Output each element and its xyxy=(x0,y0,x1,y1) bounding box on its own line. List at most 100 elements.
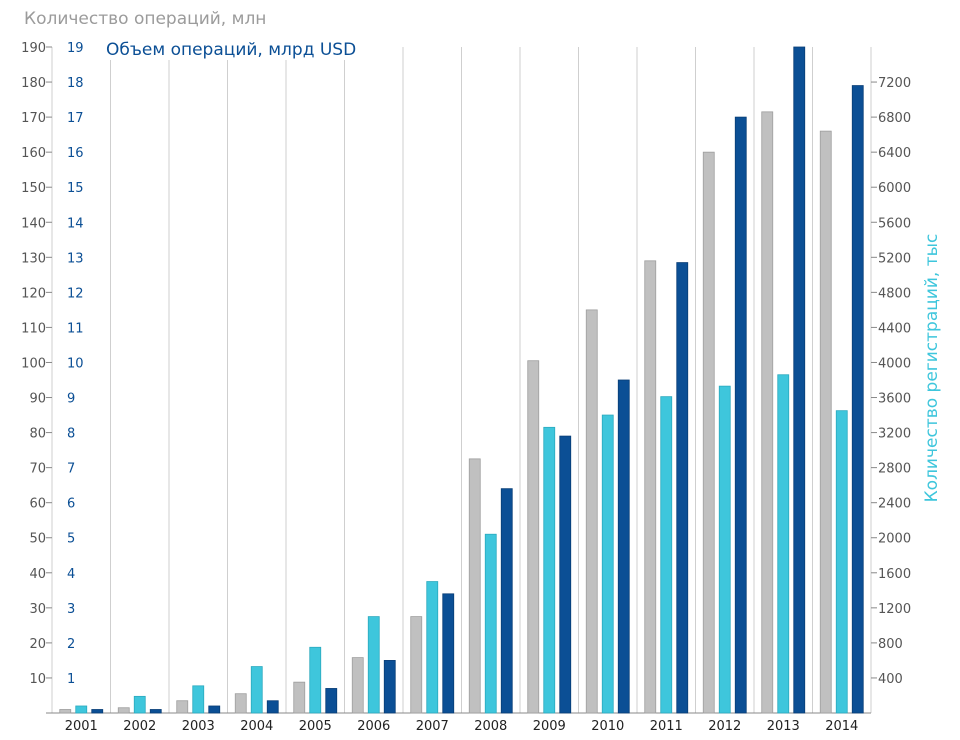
bar xyxy=(851,85,864,714)
left-inner-tick-label: 3 xyxy=(67,602,75,617)
series-1 xyxy=(59,111,832,714)
left-inner-tick-label: 10 xyxy=(67,356,84,371)
bar xyxy=(777,374,790,714)
left-inner-tick-label: 8 xyxy=(67,427,75,442)
x-tick-label: 2012 xyxy=(708,719,741,734)
bar xyxy=(761,111,774,714)
right-tick-label: 2000 xyxy=(878,532,911,547)
left-outer-tick-label: 150 xyxy=(21,181,46,196)
bar xyxy=(676,262,689,714)
left-inner-tick-label: 5 xyxy=(67,532,75,547)
bar xyxy=(266,700,279,714)
left-inner-tick-label: 12 xyxy=(67,286,84,301)
left-outer-tick-label: 90 xyxy=(29,392,46,407)
left-inner-tick-label: 15 xyxy=(67,181,84,196)
bar xyxy=(835,410,848,714)
left-outer-tick-label: 170 xyxy=(21,111,46,126)
right-tick-label: 4400 xyxy=(878,321,911,336)
left-outer-tick-label: 40 xyxy=(29,567,46,582)
bar xyxy=(793,46,806,714)
series-2 xyxy=(75,374,848,714)
bar xyxy=(543,426,556,714)
bar xyxy=(192,685,205,714)
bar xyxy=(351,657,364,714)
bar xyxy=(309,646,322,714)
bar xyxy=(484,533,497,714)
bar xyxy=(644,260,657,714)
right-tick-label: 400 xyxy=(878,672,903,687)
bar xyxy=(410,616,423,714)
bar xyxy=(59,709,72,714)
bar xyxy=(234,693,247,714)
left-inner-tick-label: 6 xyxy=(67,497,75,512)
right-tick-label: 1600 xyxy=(878,567,911,582)
bar xyxy=(734,116,747,714)
left-outer-tick-label: 60 xyxy=(29,497,46,512)
left-outer-tick-label: 130 xyxy=(21,251,46,266)
left-inner-tick-label: 17 xyxy=(67,111,84,126)
left-outer-tick-label: 10 xyxy=(29,672,46,687)
left-inner-tick-label: 7 xyxy=(67,462,75,477)
bar xyxy=(660,396,673,714)
bar xyxy=(117,707,130,714)
left-inner-tick-label: 14 xyxy=(67,216,84,231)
left-inner-tick-label: 19 xyxy=(67,41,84,56)
left-inner-tick-label: 18 xyxy=(67,76,84,91)
series-3 xyxy=(91,46,864,714)
x-tick-label: 2013 xyxy=(767,719,800,734)
bar xyxy=(718,385,731,714)
left-outer-tick-label: 120 xyxy=(21,286,46,301)
x-tick-label: 2005 xyxy=(299,719,332,734)
left-outer-tick-label: 70 xyxy=(29,462,46,477)
right-tick-label: 1200 xyxy=(878,602,911,617)
left-outer-tick-label: 110 xyxy=(21,321,46,336)
bar xyxy=(468,458,481,714)
bar xyxy=(133,695,146,714)
left-inner-tick-label: 4 xyxy=(67,567,75,582)
bar xyxy=(75,705,88,714)
left-outer-tick-label: 30 xyxy=(29,602,46,617)
right-tick-label: 800 xyxy=(878,637,903,652)
right-tick-label: 5200 xyxy=(878,251,911,266)
x-tick-label: 2006 xyxy=(357,719,390,734)
left-inner-tick-label: 1 xyxy=(67,672,75,687)
left-outer-tick-label: 180 xyxy=(21,76,46,91)
bar xyxy=(208,705,221,714)
right-tick-label: 2400 xyxy=(878,497,911,512)
x-tick-label: 2009 xyxy=(533,719,566,734)
left-inner-tick-label: 11 xyxy=(67,321,84,336)
bar xyxy=(250,666,263,714)
x-tick-label: 2003 xyxy=(182,719,215,734)
left-inner-tick-label: 9 xyxy=(67,392,75,407)
bar xyxy=(617,379,630,714)
left-outer-tick-label: 20 xyxy=(29,637,46,652)
left-inner-tick-label: 2 xyxy=(67,637,75,652)
bar xyxy=(176,700,189,714)
bar xyxy=(426,581,439,714)
bar xyxy=(500,488,513,714)
x-tick-label: 2014 xyxy=(825,719,858,734)
bar xyxy=(601,414,614,714)
x-tick-label: 2002 xyxy=(123,719,156,734)
right-axis-title: Количество регистраций, тыс xyxy=(922,233,942,503)
x-tick-label: 2004 xyxy=(240,719,273,734)
right-tick-label: 6400 xyxy=(878,146,911,161)
bar xyxy=(383,660,396,714)
bar xyxy=(442,593,455,714)
tick-labels: 1020304050607080901001101201301401501601… xyxy=(21,41,911,687)
inner-axis-title: Объем операций, млрд USD xyxy=(103,40,365,60)
left-outer-tick-label: 160 xyxy=(21,146,46,161)
x-tick-label: 2008 xyxy=(474,719,507,734)
left-outer-tick-label: 50 xyxy=(29,532,46,547)
x-tick-label: 2001 xyxy=(65,719,98,734)
bar xyxy=(527,360,540,714)
x-tick-label: 2007 xyxy=(416,719,449,734)
bar xyxy=(367,616,380,714)
right-tick-label: 6800 xyxy=(878,111,911,126)
left-outer-tick-label: 190 xyxy=(21,41,46,56)
x-tick-label: 2010 xyxy=(591,719,624,734)
x-tick-labels: 2001 2002 2003 2004 2005 2006 2007 2008 2009 2010… xyxy=(65,719,859,734)
left-outer-tick-label: 140 xyxy=(21,216,46,231)
right-tick-label: 3200 xyxy=(878,427,911,442)
